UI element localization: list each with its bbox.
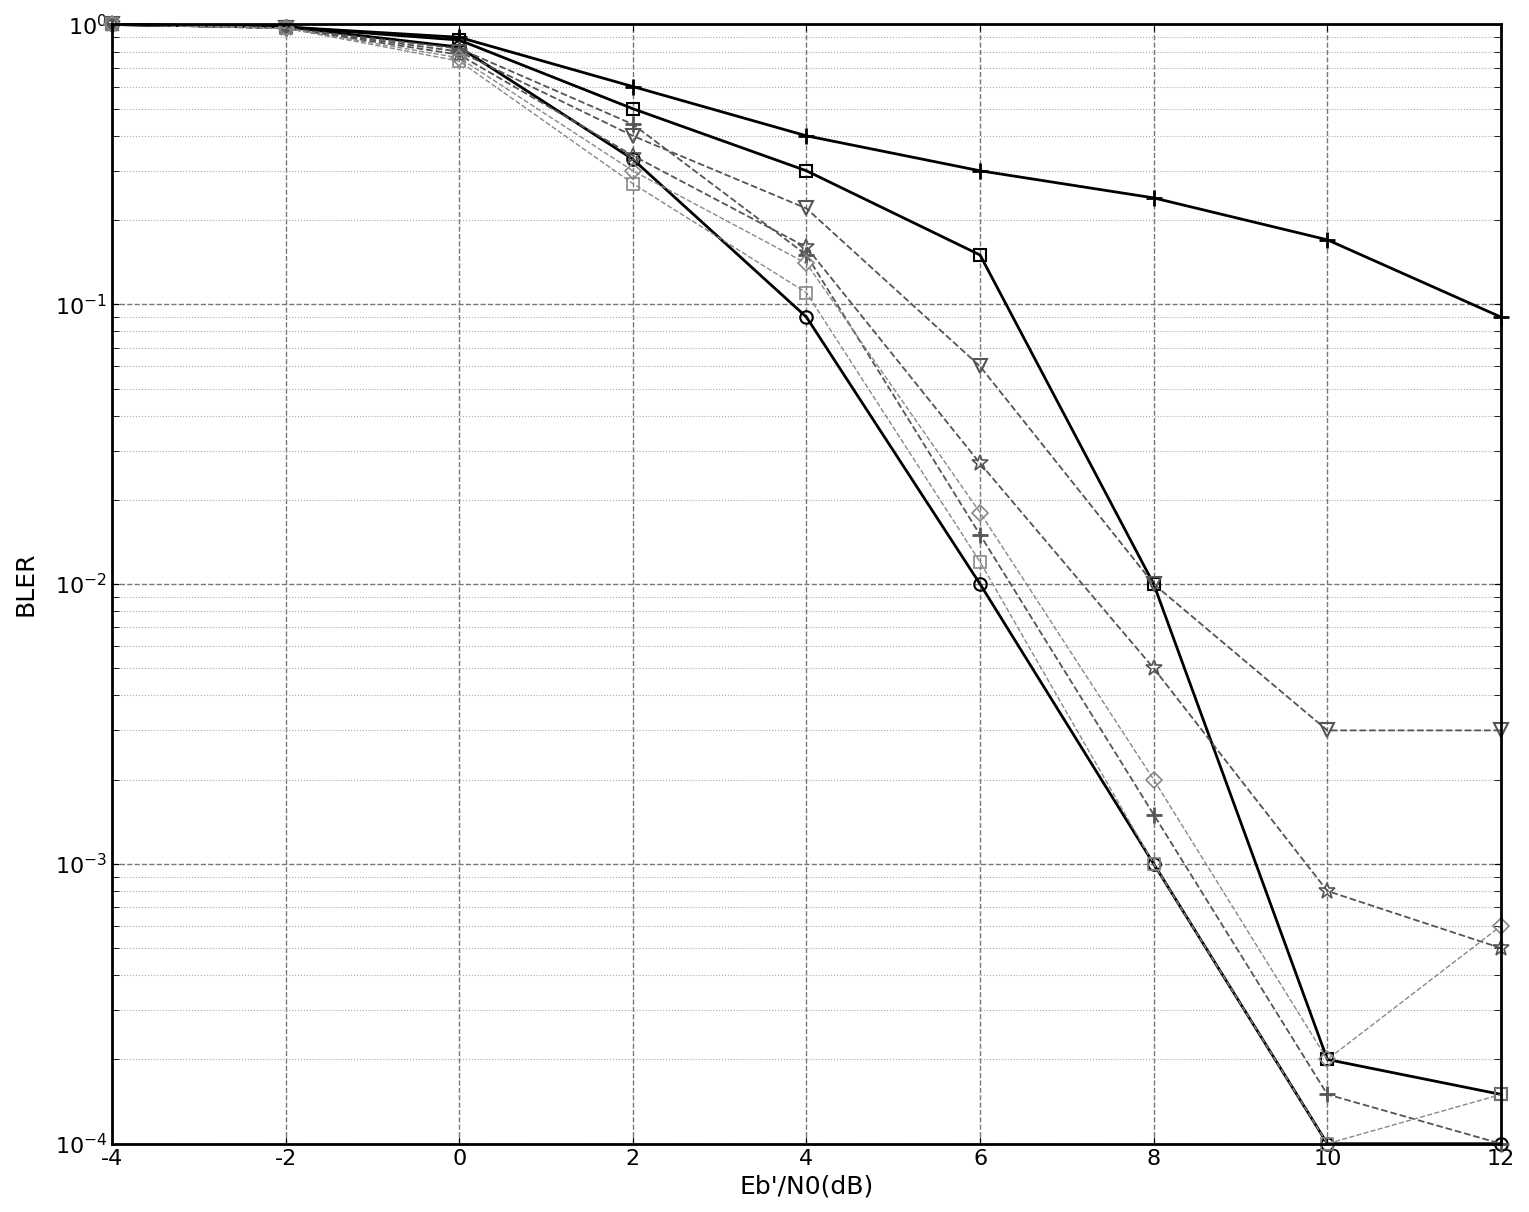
Y-axis label: BLER: BLER [14,551,38,617]
X-axis label: Eb'/N0(dB): Eb'/N0(dB) [740,1174,873,1199]
